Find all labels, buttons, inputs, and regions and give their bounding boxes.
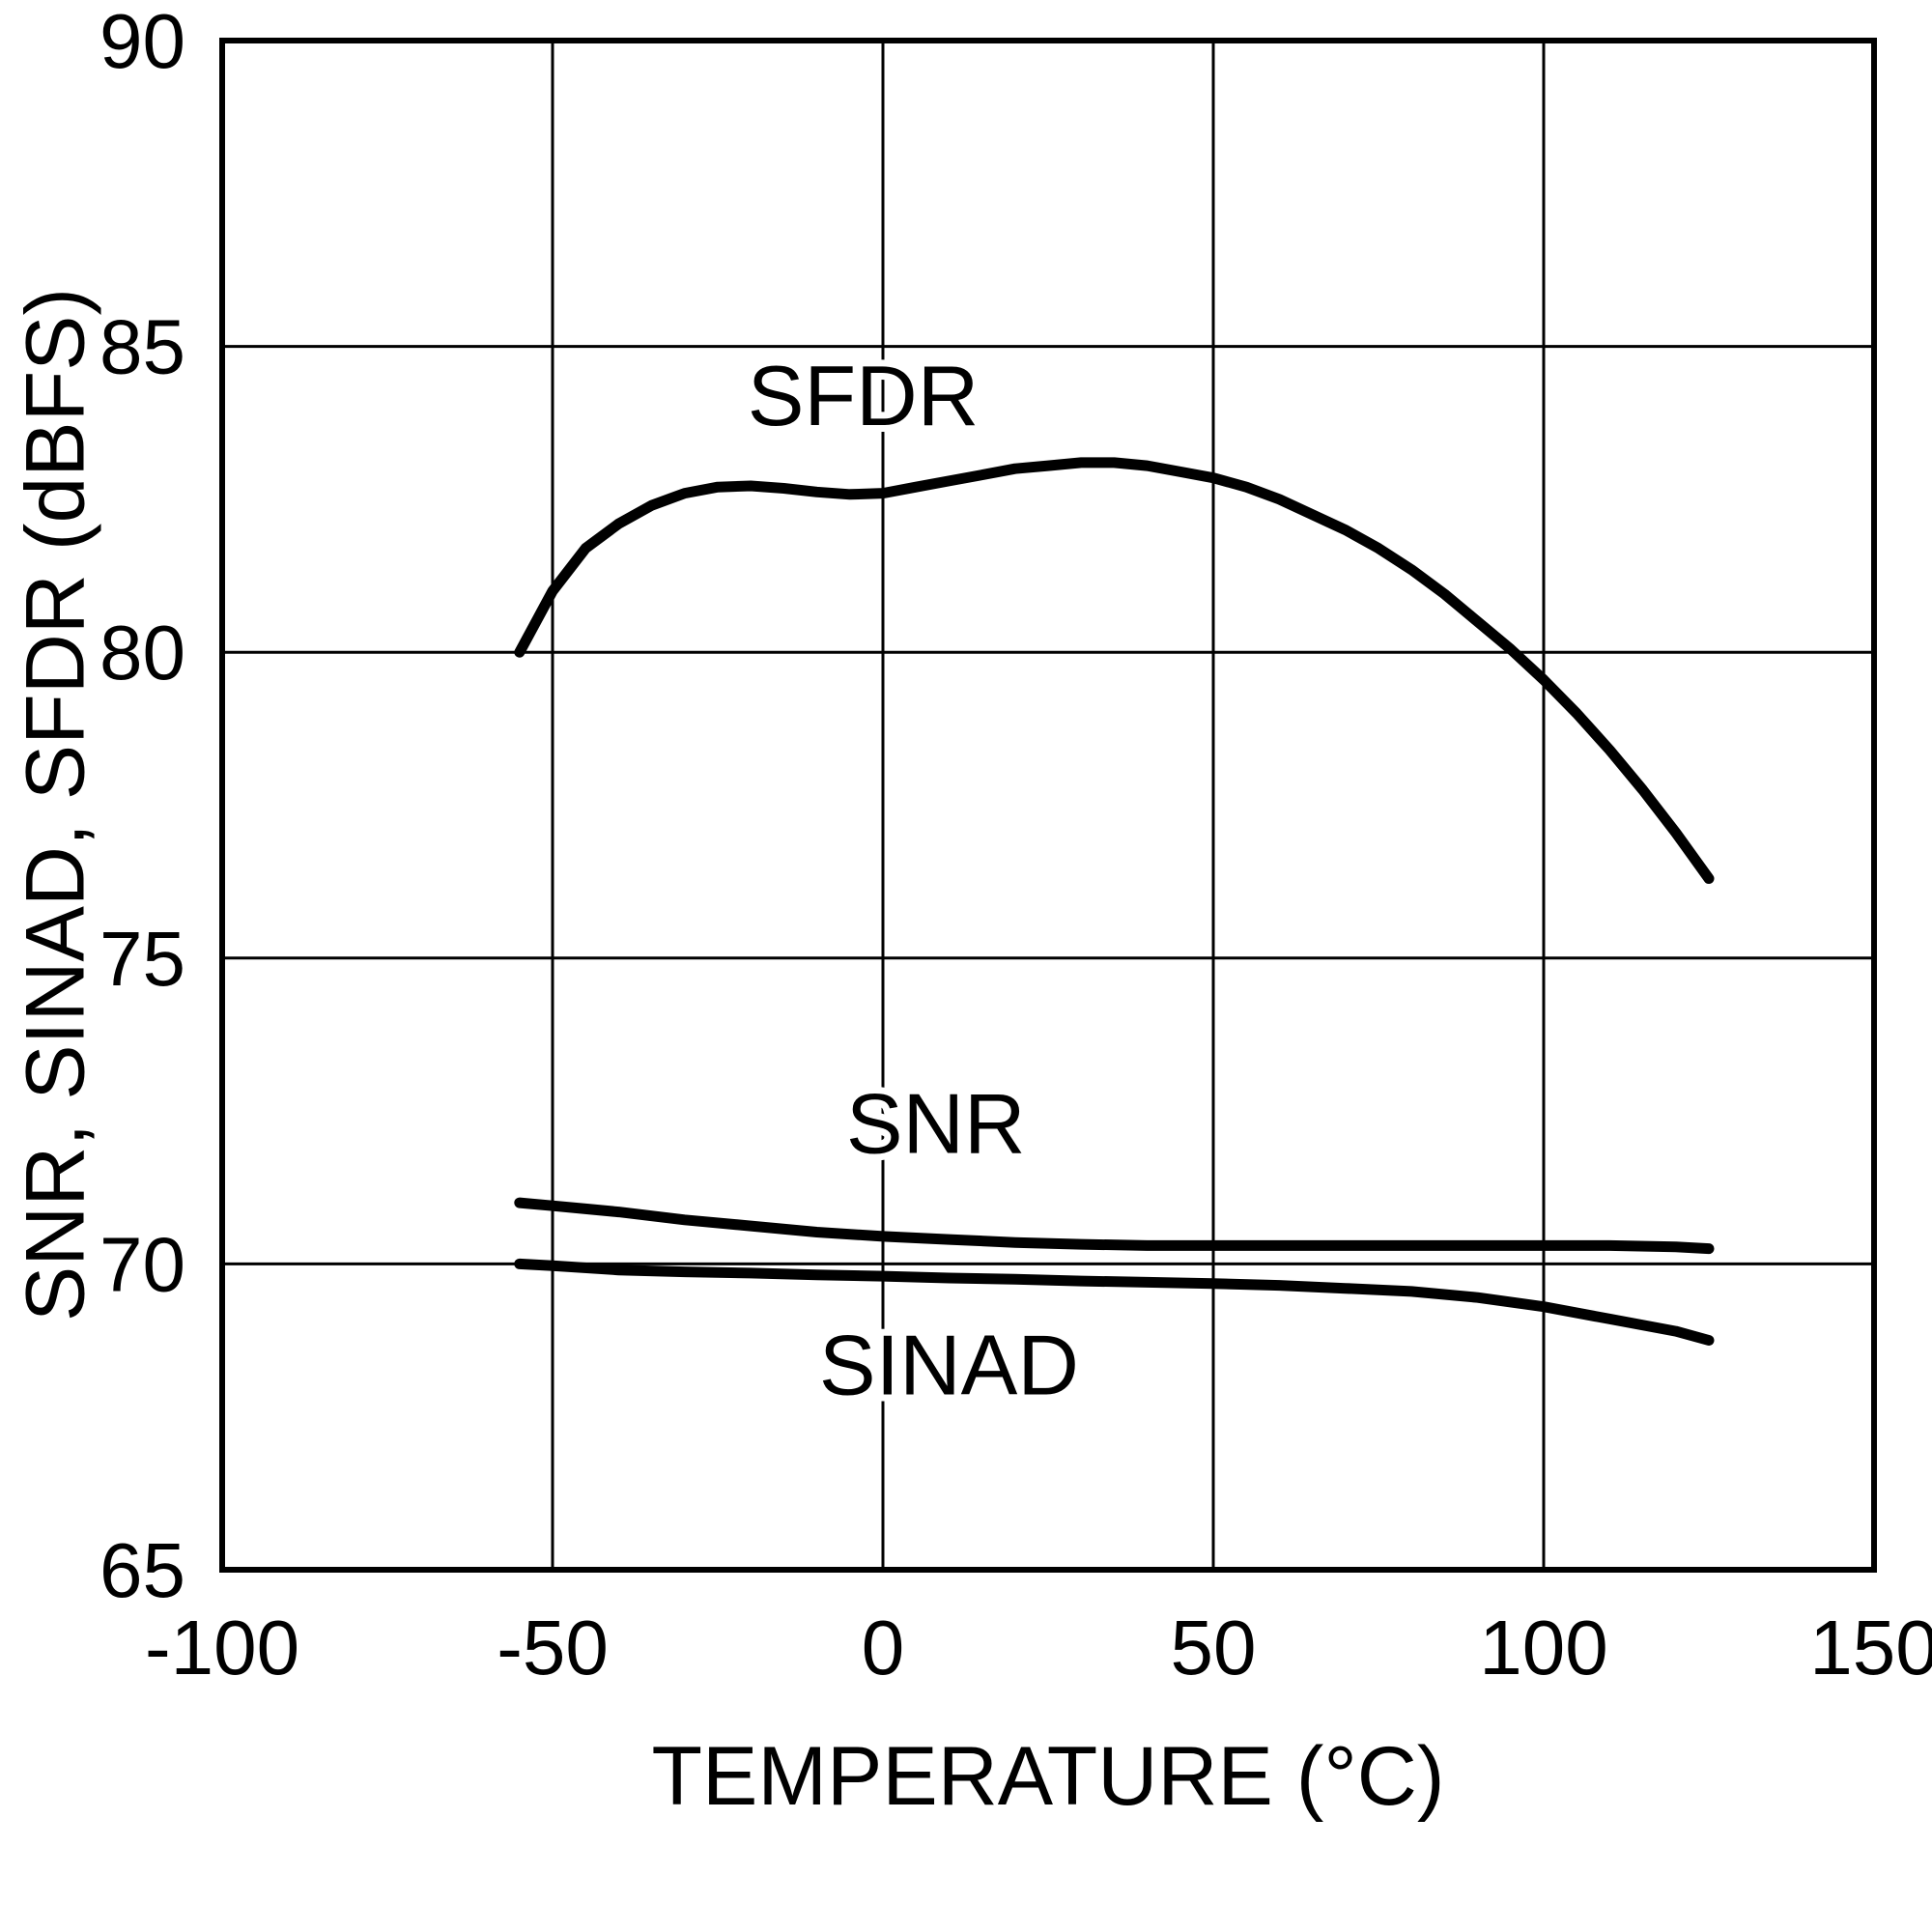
series-label-sfdr: SFDR: [748, 348, 980, 443]
x-tick-label: 50: [1171, 1605, 1257, 1690]
series-label-snr: SNR: [846, 1076, 1026, 1172]
series-curve-snr: [514, 1197, 1715, 1255]
x-axis-title: TEMPERATURE (°C): [651, 1730, 1445, 1823]
series-label-sinad: SINAD: [819, 1318, 1079, 1413]
y-tick-label: 65: [99, 1527, 185, 1613]
x-tick-label: 100: [1479, 1605, 1607, 1690]
y-tick-label: 70: [99, 1221, 185, 1307]
plot-border: [219, 38, 1877, 1573]
series-curve-sfdr: [514, 457, 1715, 884]
x-tick-label: 0: [862, 1605, 905, 1690]
y-tick-label: 80: [99, 610, 185, 696]
y-tick-label: 90: [99, 0, 185, 84]
series-curve-sinad: [514, 1258, 1715, 1346]
y-axis-title: SNR, SINAD, SFDR (dBFS): [9, 287, 102, 1322]
x-tick-label: -100: [145, 1605, 299, 1690]
x-tick-label: 150: [1809, 1605, 1932, 1690]
y-tick-label: 75: [99, 916, 185, 1002]
y-tick-label: 85: [99, 304, 185, 390]
x-tick-label: -50: [497, 1605, 609, 1690]
